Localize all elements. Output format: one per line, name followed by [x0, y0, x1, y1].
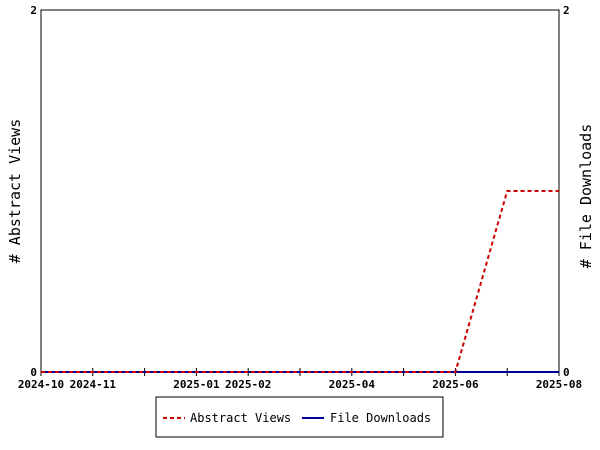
- series-layer: [41, 190, 559, 373]
- legend: Abstract Views File Downloads: [155, 396, 444, 438]
- legend-label-abstract-views: Abstract Views: [190, 411, 291, 425]
- x-axis-labels: 2024-10 2024-11 2025-01 2025-02 2025-04 2025-…: [18, 378, 582, 391]
- plot-area: [40, 9, 560, 373]
- y-axis-left-title: # Abstract Views: [6, 119, 24, 264]
- y-right-tick-label-min: 0: [563, 366, 570, 379]
- legend-box: [155, 396, 444, 438]
- legend-label-file-downloads: File Downloads: [330, 411, 431, 425]
- y-axis-right-title: # File Downloads: [577, 124, 595, 269]
- x-tick-label-2025-02: 2025-02: [225, 378, 271, 391]
- x-tick-label-2025-04: 2025-04: [329, 378, 376, 391]
- x-tick-label-2025-01: 2025-01: [173, 378, 220, 391]
- x-tick-label-2024-11: 2024-11: [70, 378, 117, 391]
- y-left-tick-label-min: 0: [30, 366, 37, 379]
- x-tick-label-2025-06: 2025-06: [432, 378, 479, 391]
- y-right-tick-label-max: 2: [563, 4, 570, 17]
- y-left-tick-label-max: 2: [30, 4, 37, 17]
- x-tick-label-2025-08: 2025-08: [536, 378, 582, 391]
- series-line-abstract-views: [41, 190, 559, 373]
- x-tick-label-2024-10: 2024-10: [18, 378, 64, 391]
